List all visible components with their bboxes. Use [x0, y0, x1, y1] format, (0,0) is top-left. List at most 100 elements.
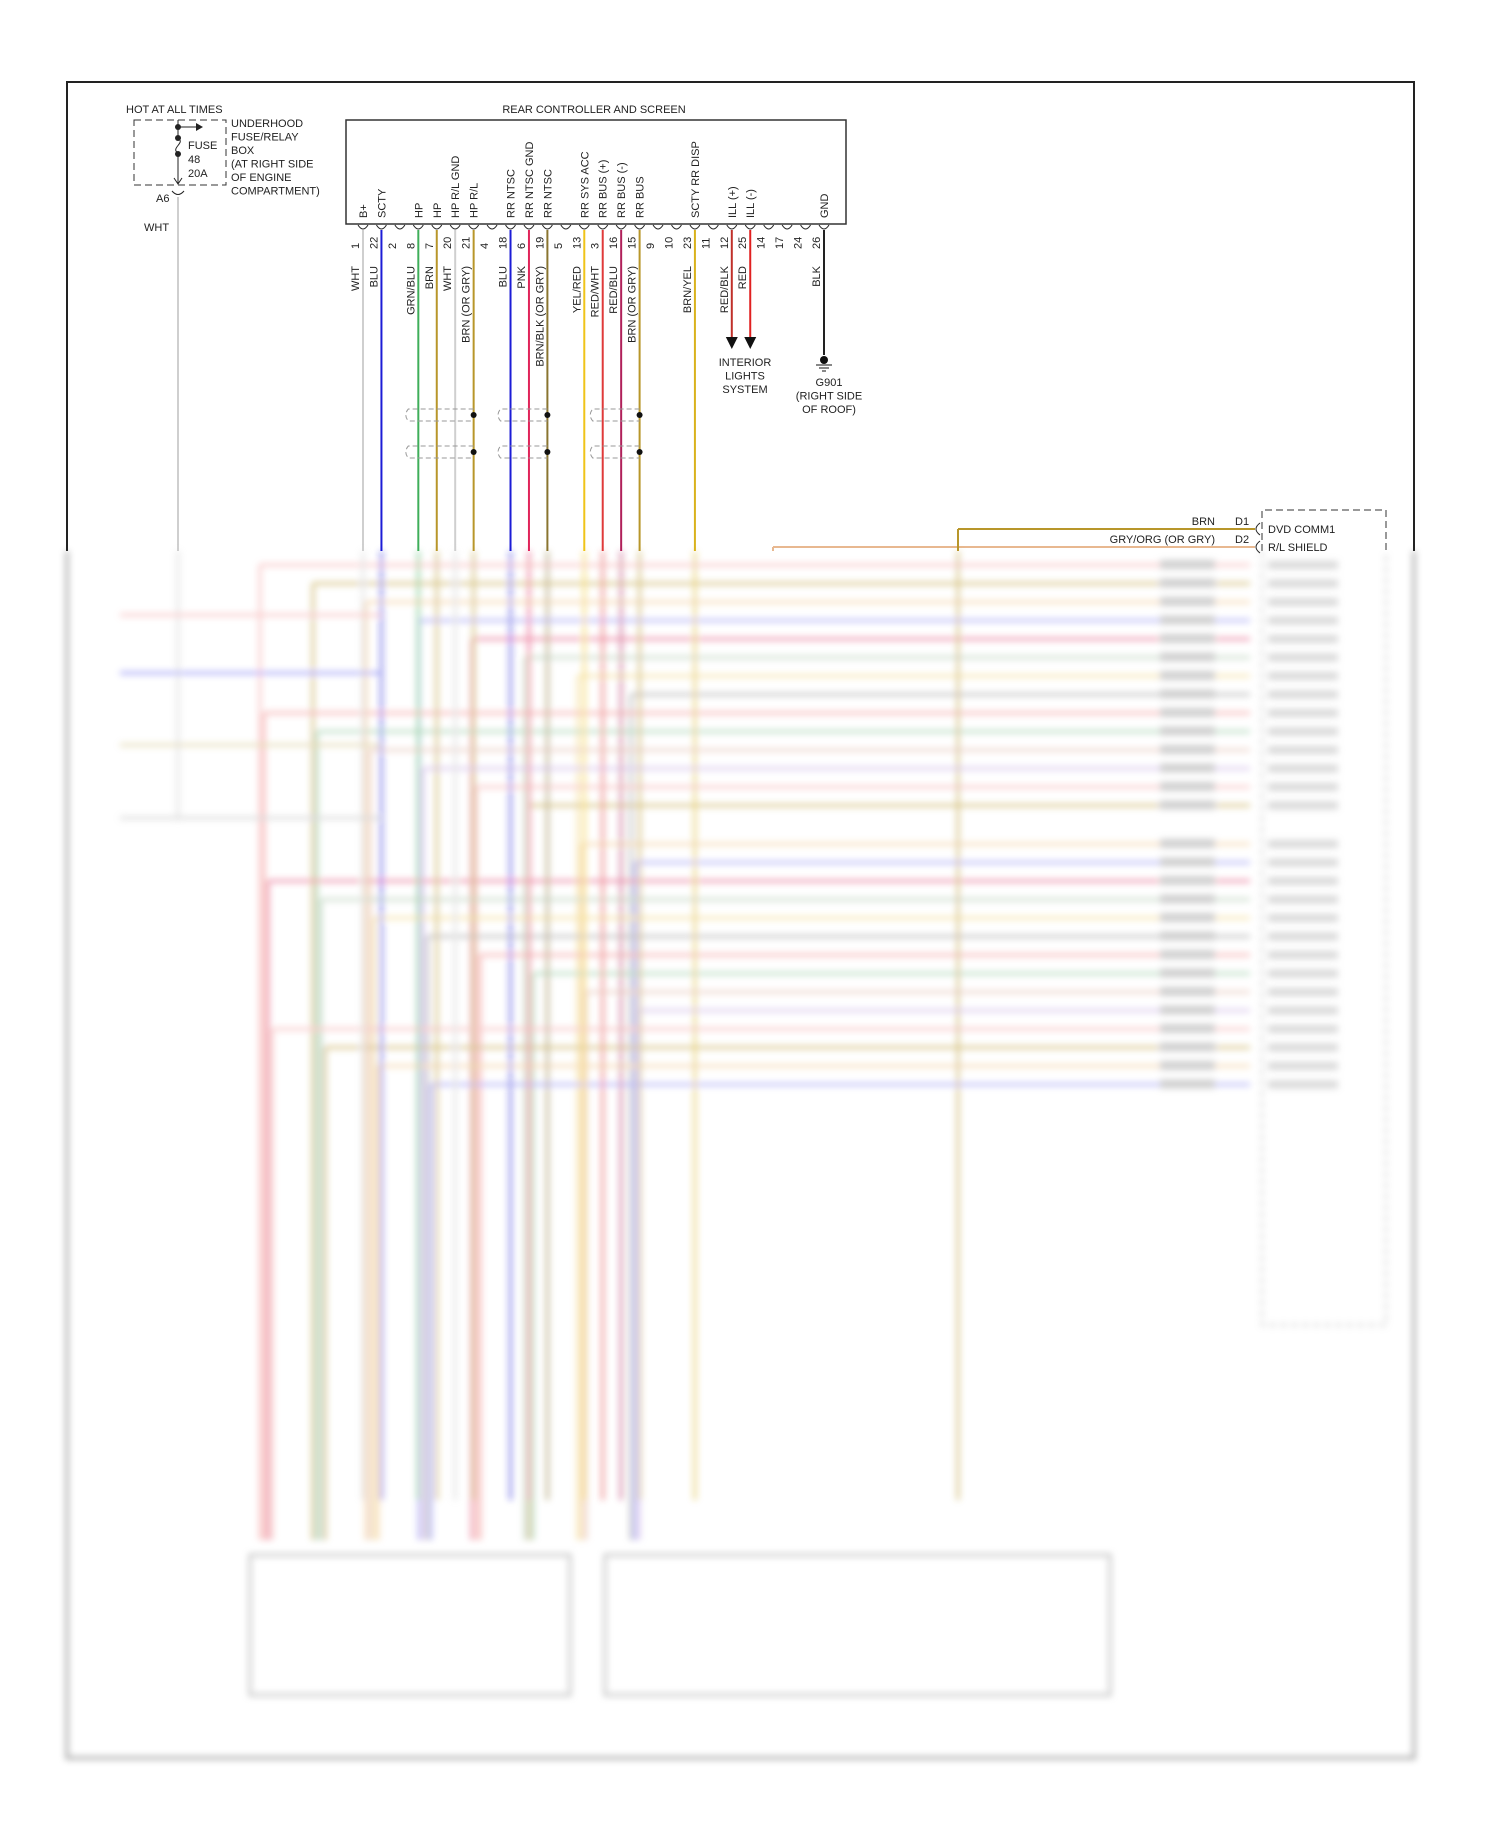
wire-color-label: BLU	[368, 266, 380, 287]
pin-number: 6	[516, 243, 528, 249]
pin-13: RR SYS ACC 13 YEL/RED	[571, 151, 591, 551]
connector-cup-icon	[615, 224, 627, 230]
connector-cup-icon	[818, 224, 830, 230]
connector-cup-icon	[486, 224, 498, 230]
wire-color-label: BLU	[498, 266, 510, 287]
fuse-relay-box: HOT AT ALL TIMES FUSE 48 20A UNDERHOOD FU…	[126, 104, 320, 551]
pin-function-label: SCTY	[376, 188, 388, 218]
pin-function-label: HP R/L GND	[450, 156, 462, 218]
connector-cup-icon	[578, 224, 590, 230]
connector-cup-icon	[357, 224, 369, 230]
wire-color-label: PNK	[516, 265, 528, 288]
connector-cup-icon	[726, 224, 738, 230]
connector-cup-icon	[800, 224, 811, 230]
connector-cup-icon	[394, 224, 406, 230]
pin-function-label: RR SYS ACC	[579, 151, 591, 218]
pin-number: 17	[774, 237, 786, 249]
blurred-lower-diagram	[65, 551, 1416, 1760]
ground-label: G901	[816, 377, 843, 389]
splice-dot	[636, 412, 643, 418]
pin-function-label: ILL (+)	[727, 186, 739, 218]
connector-cup-icon	[412, 224, 424, 230]
pin-number: 20	[442, 237, 454, 249]
connector-cup-icon	[523, 224, 535, 230]
pin-number: 23	[682, 237, 694, 249]
fuse-box-outline	[133, 119, 227, 186]
pin-17: 17	[774, 224, 793, 249]
arrow-down-icon	[725, 337, 738, 349]
pin-number: 1	[350, 243, 362, 249]
pin-15: RR BUS 15 BRN (OR GRY)	[627, 176, 647, 551]
wire-color-label: BRN (OR GRY)	[627, 266, 639, 343]
pin-number: 4	[479, 243, 491, 249]
pin-number: 15	[627, 237, 639, 249]
pin-4: 4	[479, 224, 498, 249]
pin-function-label: RR NTSC GND	[524, 142, 536, 218]
wire-color-label: BRN (OR GRY)	[461, 266, 473, 343]
pin-number: 22	[368, 237, 380, 249]
hot-at-all-times-label: HOT AT ALL TIMES	[126, 104, 223, 116]
pin-number: 24	[793, 237, 805, 249]
splice-dot	[470, 412, 477, 418]
pin-24: 24	[793, 224, 811, 249]
fuse-box-description-line: (AT RIGHT SIDE	[231, 159, 314, 171]
connector-cup-icon	[671, 224, 682, 230]
pin-14: 14	[756, 224, 775, 249]
rear-controller-title: REAR CONTROLLER AND SCREEN	[502, 104, 685, 116]
pin-number: 13	[571, 237, 583, 249]
pin-number: 12	[719, 237, 731, 249]
pin-number: 9	[645, 243, 657, 249]
connector-cup-icon	[376, 224, 387, 230]
pin-26: GND 26 BLK	[811, 194, 831, 355]
wire-color-label: BRN	[1192, 516, 1215, 528]
pin-number: 5	[553, 243, 565, 249]
pin-7: HP 7 BRN	[424, 203, 444, 551]
pin-5: 5	[553, 224, 572, 249]
rear-controller-box	[345, 119, 847, 225]
wire-color-label: BRN/YEL	[682, 266, 694, 313]
pin-number: 8	[405, 243, 417, 249]
pin-number: 25	[737, 237, 749, 249]
pin-number: 10	[663, 237, 675, 249]
pin-9: 9	[645, 224, 664, 249]
shield-outline	[589, 445, 640, 459]
wire-color-label: YEL/RED	[571, 266, 583, 313]
connector-cup-icon	[652, 224, 664, 230]
wire-color-label: WHT	[350, 266, 362, 291]
pin-function-label: RR BUS (+)	[598, 160, 610, 218]
pin-function-label: SCTY RR DISP	[690, 141, 702, 218]
fuse-number: 48	[188, 154, 200, 166]
pin-number: 14	[756, 237, 768, 249]
splice-dot	[544, 412, 551, 418]
dvd-connector-outline	[1261, 509, 1387, 551]
pin-19: RR NTSC 19 BRN/BLK (OR GRY)	[534, 169, 554, 551]
pin-20: HP R/L GND 20 WHT	[442, 156, 462, 551]
shield-outline	[589, 408, 640, 422]
pin-number: D2	[1235, 534, 1249, 546]
shield-outline	[405, 408, 474, 422]
pin-function-label: B+	[358, 204, 370, 218]
fuse-box-description-line: FUSE/RELAY	[231, 132, 299, 144]
pin-function-label: RR BUS	[635, 176, 647, 218]
connector-cup-icon	[505, 224, 516, 230]
pin-10: 10	[663, 224, 682, 249]
pin-16: RR BUS (-) 16 RED/BLU	[608, 162, 628, 551]
pin-function-label: ILL (-)	[745, 189, 757, 218]
pin-number: 3	[590, 243, 602, 249]
pin-11: 11	[700, 224, 719, 249]
pin-25: ILL (-) 25 RED	[737, 189, 757, 349]
connector-cup-icon	[541, 224, 553, 230]
connector-pin-a6: A6	[156, 193, 169, 205]
fuse-box-description-line: BOX	[231, 145, 255, 157]
pin-function-label: HP	[413, 203, 425, 218]
pin-22: SCTY 22 BLU	[368, 188, 388, 551]
pin-number: 11	[700, 238, 712, 249]
interior-lights-label: INTERIOR	[719, 357, 772, 369]
wire-color-label: BLK	[811, 265, 823, 286]
pin-3: RR BUS (+) 3 RED/WHT	[590, 160, 610, 551]
connector-cup-icon	[171, 190, 185, 195]
splice-dot	[636, 449, 643, 455]
